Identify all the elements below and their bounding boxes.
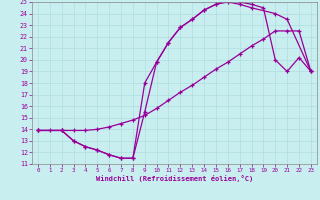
X-axis label: Windchill (Refroidissement éolien,°C): Windchill (Refroidissement éolien,°C) (96, 175, 253, 182)
